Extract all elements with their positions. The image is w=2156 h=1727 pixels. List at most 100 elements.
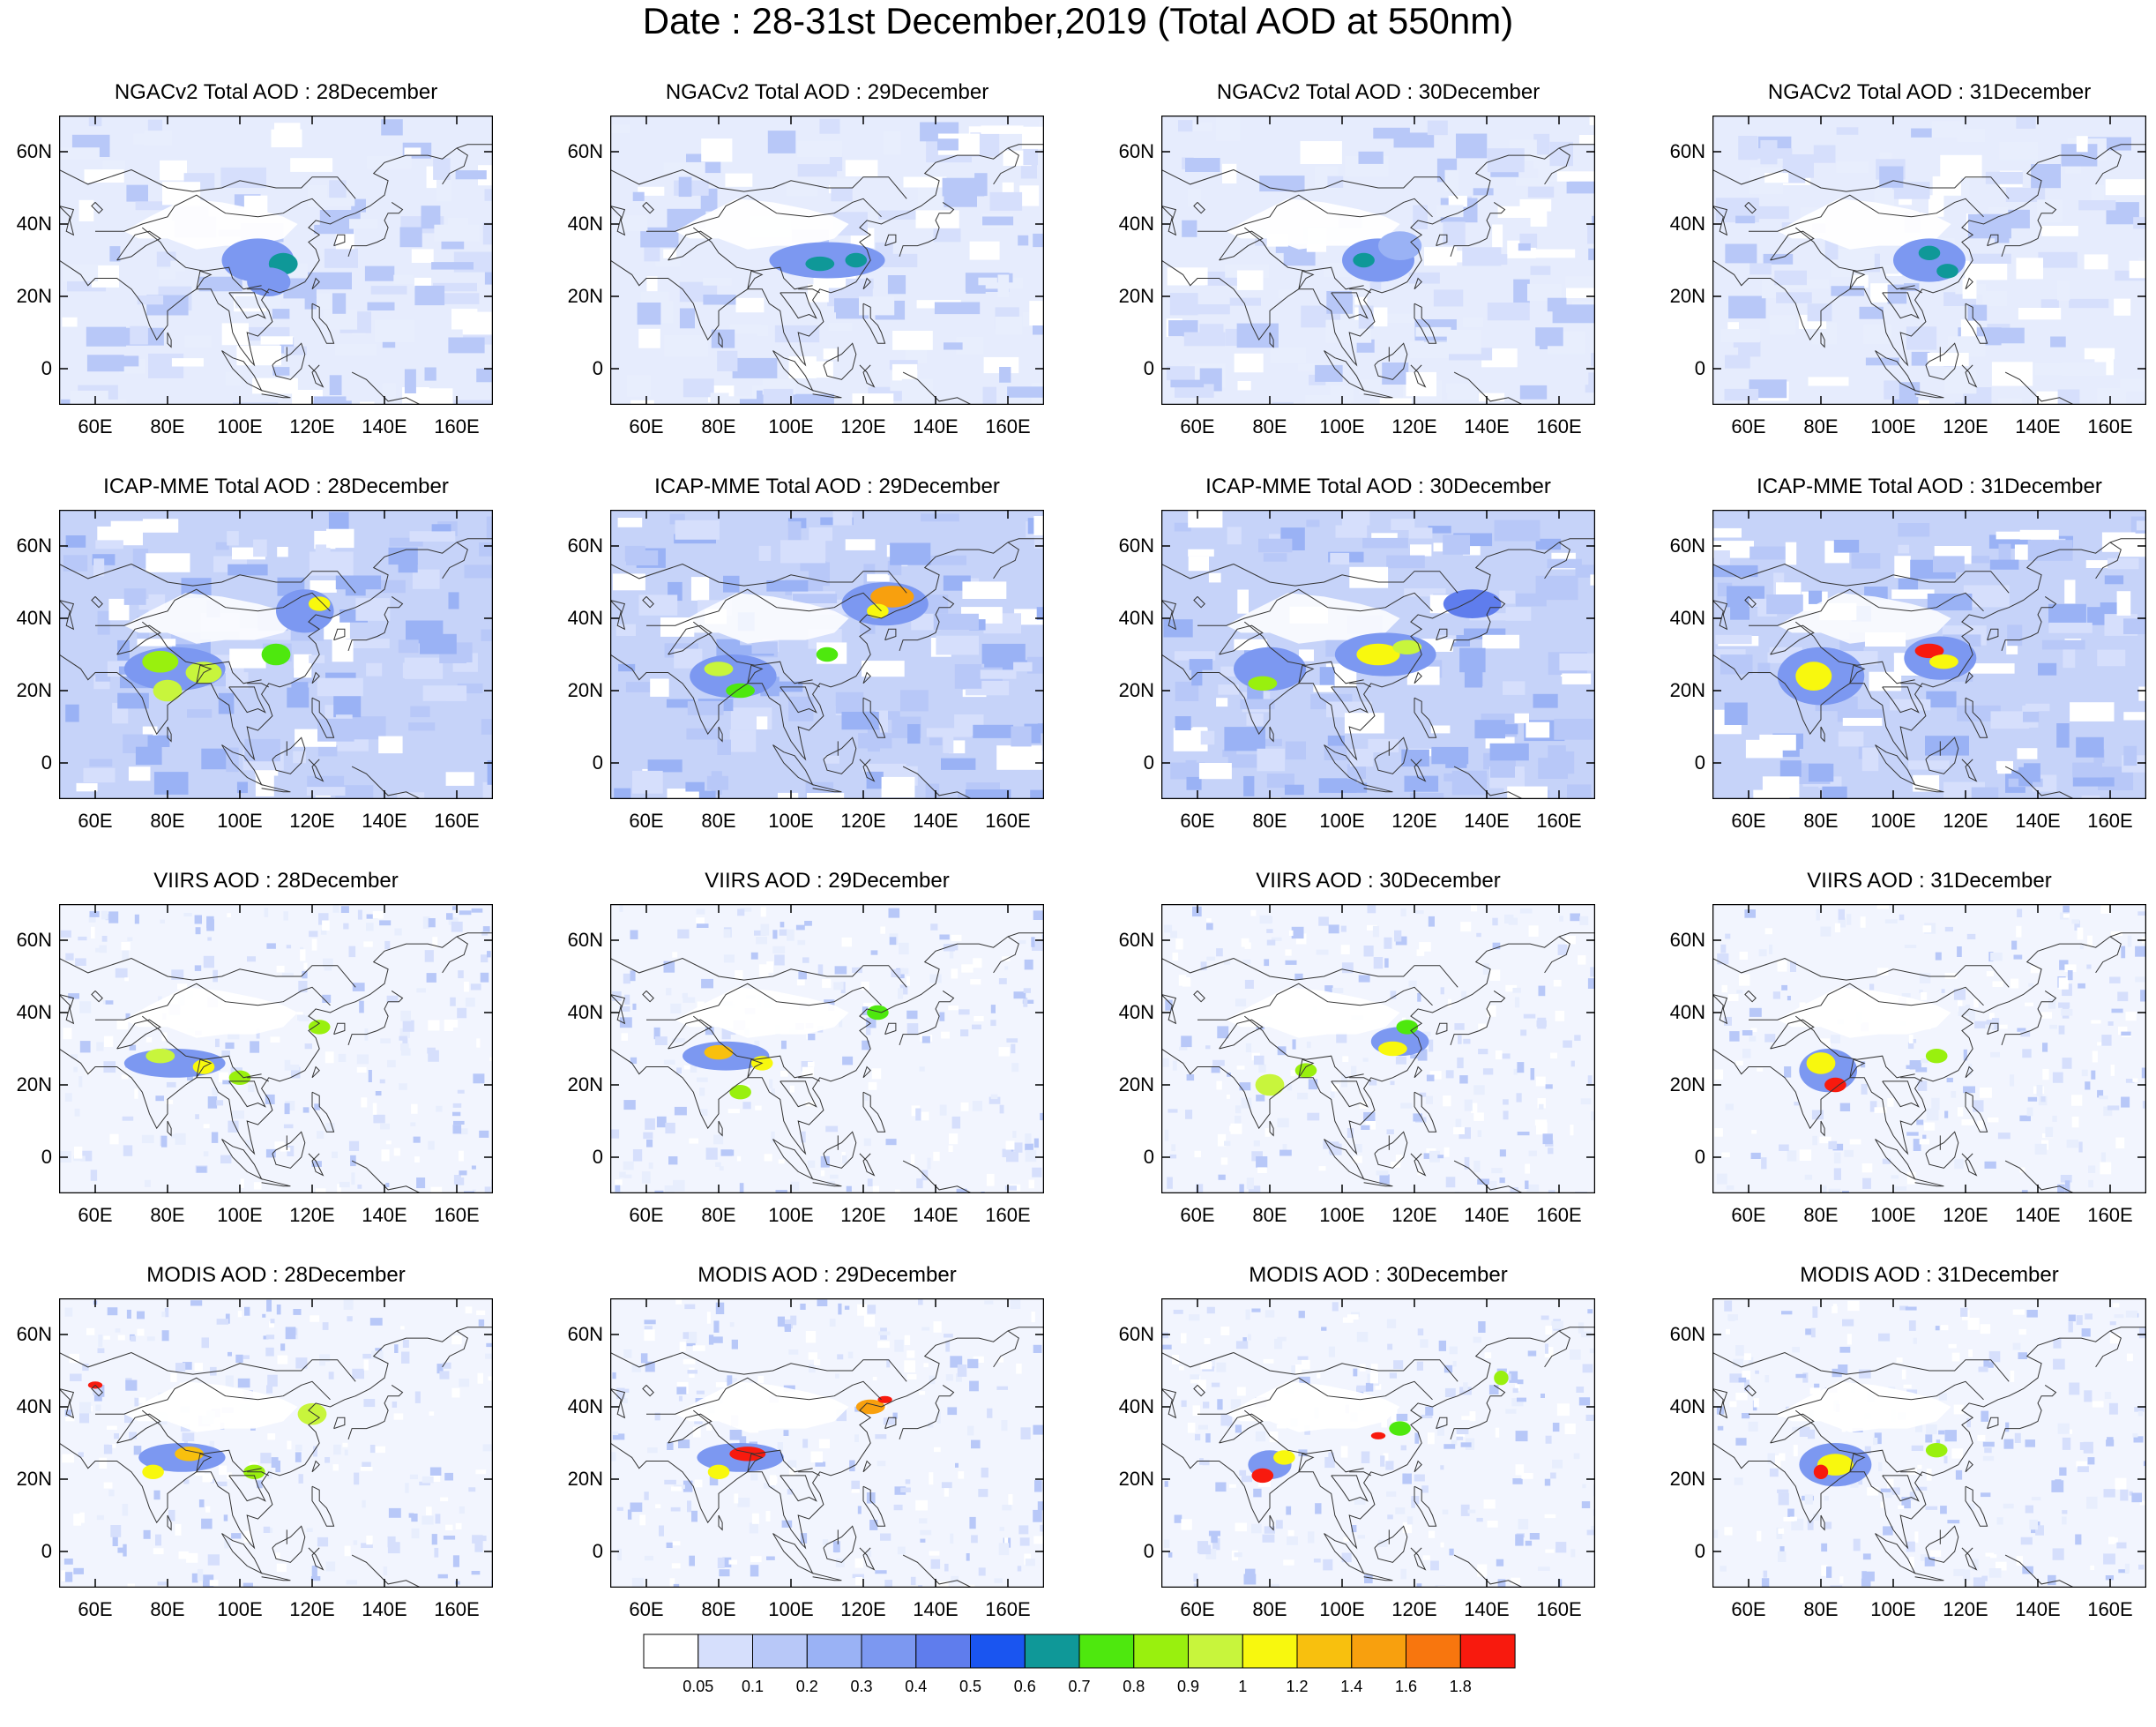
aod-cell (434, 224, 480, 242)
coastline (59, 1327, 493, 1550)
aod-cell (2133, 217, 2146, 229)
aod-cell (758, 545, 772, 561)
aod-cell (115, 968, 128, 978)
aod-cell (797, 164, 838, 177)
aod-cell (1316, 949, 1329, 955)
aod-cell (1923, 1122, 1936, 1131)
aod-cell (1750, 1028, 1757, 1032)
aod-cell (178, 1551, 189, 1559)
aod-cell (1242, 1337, 1247, 1344)
aod-cell (2136, 520, 2146, 531)
aod-cell (775, 1190, 787, 1193)
aod-cell (405, 1483, 409, 1493)
coastline (59, 563, 356, 594)
aod-cell (904, 1334, 911, 1345)
aod-cell (851, 1489, 860, 1493)
aod-cell (1463, 1382, 1468, 1391)
aod-cell (1406, 371, 1436, 397)
low-aod-region (1226, 593, 1400, 644)
coastline (95, 194, 331, 232)
aod-cell (1499, 590, 1516, 604)
aod-cell (1570, 1549, 1576, 1558)
coastline (1219, 230, 1264, 261)
coastline (1849, 1453, 1866, 1473)
aod-cell (229, 648, 266, 669)
aod-cell (1787, 1508, 1794, 1518)
aod-cell (2077, 927, 2084, 940)
aod-cell (1217, 1026, 1229, 1039)
aod-cell (1216, 948, 1223, 957)
aod-cell (298, 981, 308, 993)
low-aod-region (123, 198, 298, 250)
aod-cell (855, 1577, 863, 1586)
aod-cell (265, 1148, 276, 1158)
aod-cell (1922, 1134, 1927, 1140)
coastline (668, 624, 712, 655)
map-frame (1161, 1298, 1595, 1588)
aod-cell (1211, 1358, 1216, 1369)
lon-tick-label: 140E (362, 415, 407, 437)
aod-cell (450, 997, 456, 1006)
lon-tick-label: 60E (1731, 415, 1766, 437)
aod-cell (1550, 1052, 1557, 1059)
aod-cell (877, 1461, 886, 1467)
aod-cell (2057, 1184, 2065, 1193)
lon-tick-label: 140E (1464, 1204, 1510, 1226)
aod-cell (1989, 1013, 1995, 1020)
aod-hotspot (1824, 1077, 1846, 1093)
aod-cell (1582, 1364, 1593, 1373)
aod-cell (1205, 1045, 1211, 1050)
aod-cell (1400, 908, 1406, 916)
aod-cell (2083, 1441, 2093, 1454)
aod-cell (674, 648, 703, 669)
aod-cell (2067, 970, 2073, 981)
low-aod-region (1777, 593, 1951, 644)
lat-tick-label: 40N (1118, 607, 1154, 629)
coastline (1193, 1385, 1205, 1397)
aod-cell (2019, 1167, 2025, 1173)
aod-cell (972, 1101, 982, 1111)
aod-cell (885, 1139, 897, 1146)
aod-cell (1456, 1436, 1464, 1440)
aod-cell (195, 1471, 205, 1477)
aod-cell (1812, 1306, 1818, 1318)
aod-cell (2064, 579, 2076, 604)
aod-cell (1786, 279, 1829, 289)
aod-cell (1353, 1155, 1362, 1163)
aod-cell (432, 937, 438, 947)
aod-cell (696, 1390, 705, 1394)
aod-cell (1869, 671, 1902, 692)
aod-cell (380, 579, 406, 594)
aod-cell (1491, 1168, 1503, 1174)
lon-tick-label: 160E (2087, 810, 2133, 832)
lat-tick-label: 0 (1143, 357, 1154, 379)
aod-cell (1556, 1403, 1570, 1417)
aod-cell (1542, 1133, 1553, 1145)
aod-cell (1019, 1537, 1030, 1546)
aod-cell (1725, 1103, 1734, 1110)
aod-cell (343, 1299, 354, 1310)
aod-cell (378, 736, 403, 754)
aod-cell (1903, 1384, 1912, 1388)
aod-cell (1033, 233, 1044, 248)
aod-cell (1492, 942, 1501, 950)
aod-cell (198, 276, 242, 292)
aod-cell (760, 907, 766, 917)
coastline (692, 1409, 813, 1473)
aod-cell (736, 1155, 742, 1162)
aod-cell (682, 992, 688, 998)
aod-cell (1406, 1516, 1414, 1525)
aod-cell (1440, 1465, 1444, 1470)
aod-cell (1041, 1328, 1044, 1334)
coastline (884, 1022, 897, 1035)
aod-cell (1828, 1140, 1838, 1149)
aod-cell (1172, 1060, 1177, 1071)
lon-tick-label: 120E (289, 1598, 335, 1620)
aod-cell (1297, 1092, 1309, 1100)
coastline (1450, 201, 1506, 258)
aod-cell (750, 1556, 762, 1563)
aod-cell (1519, 385, 1548, 400)
low-aod-region (1777, 987, 1951, 1038)
lon-tick-label: 100E (768, 415, 814, 437)
aod-cell (285, 1327, 296, 1340)
